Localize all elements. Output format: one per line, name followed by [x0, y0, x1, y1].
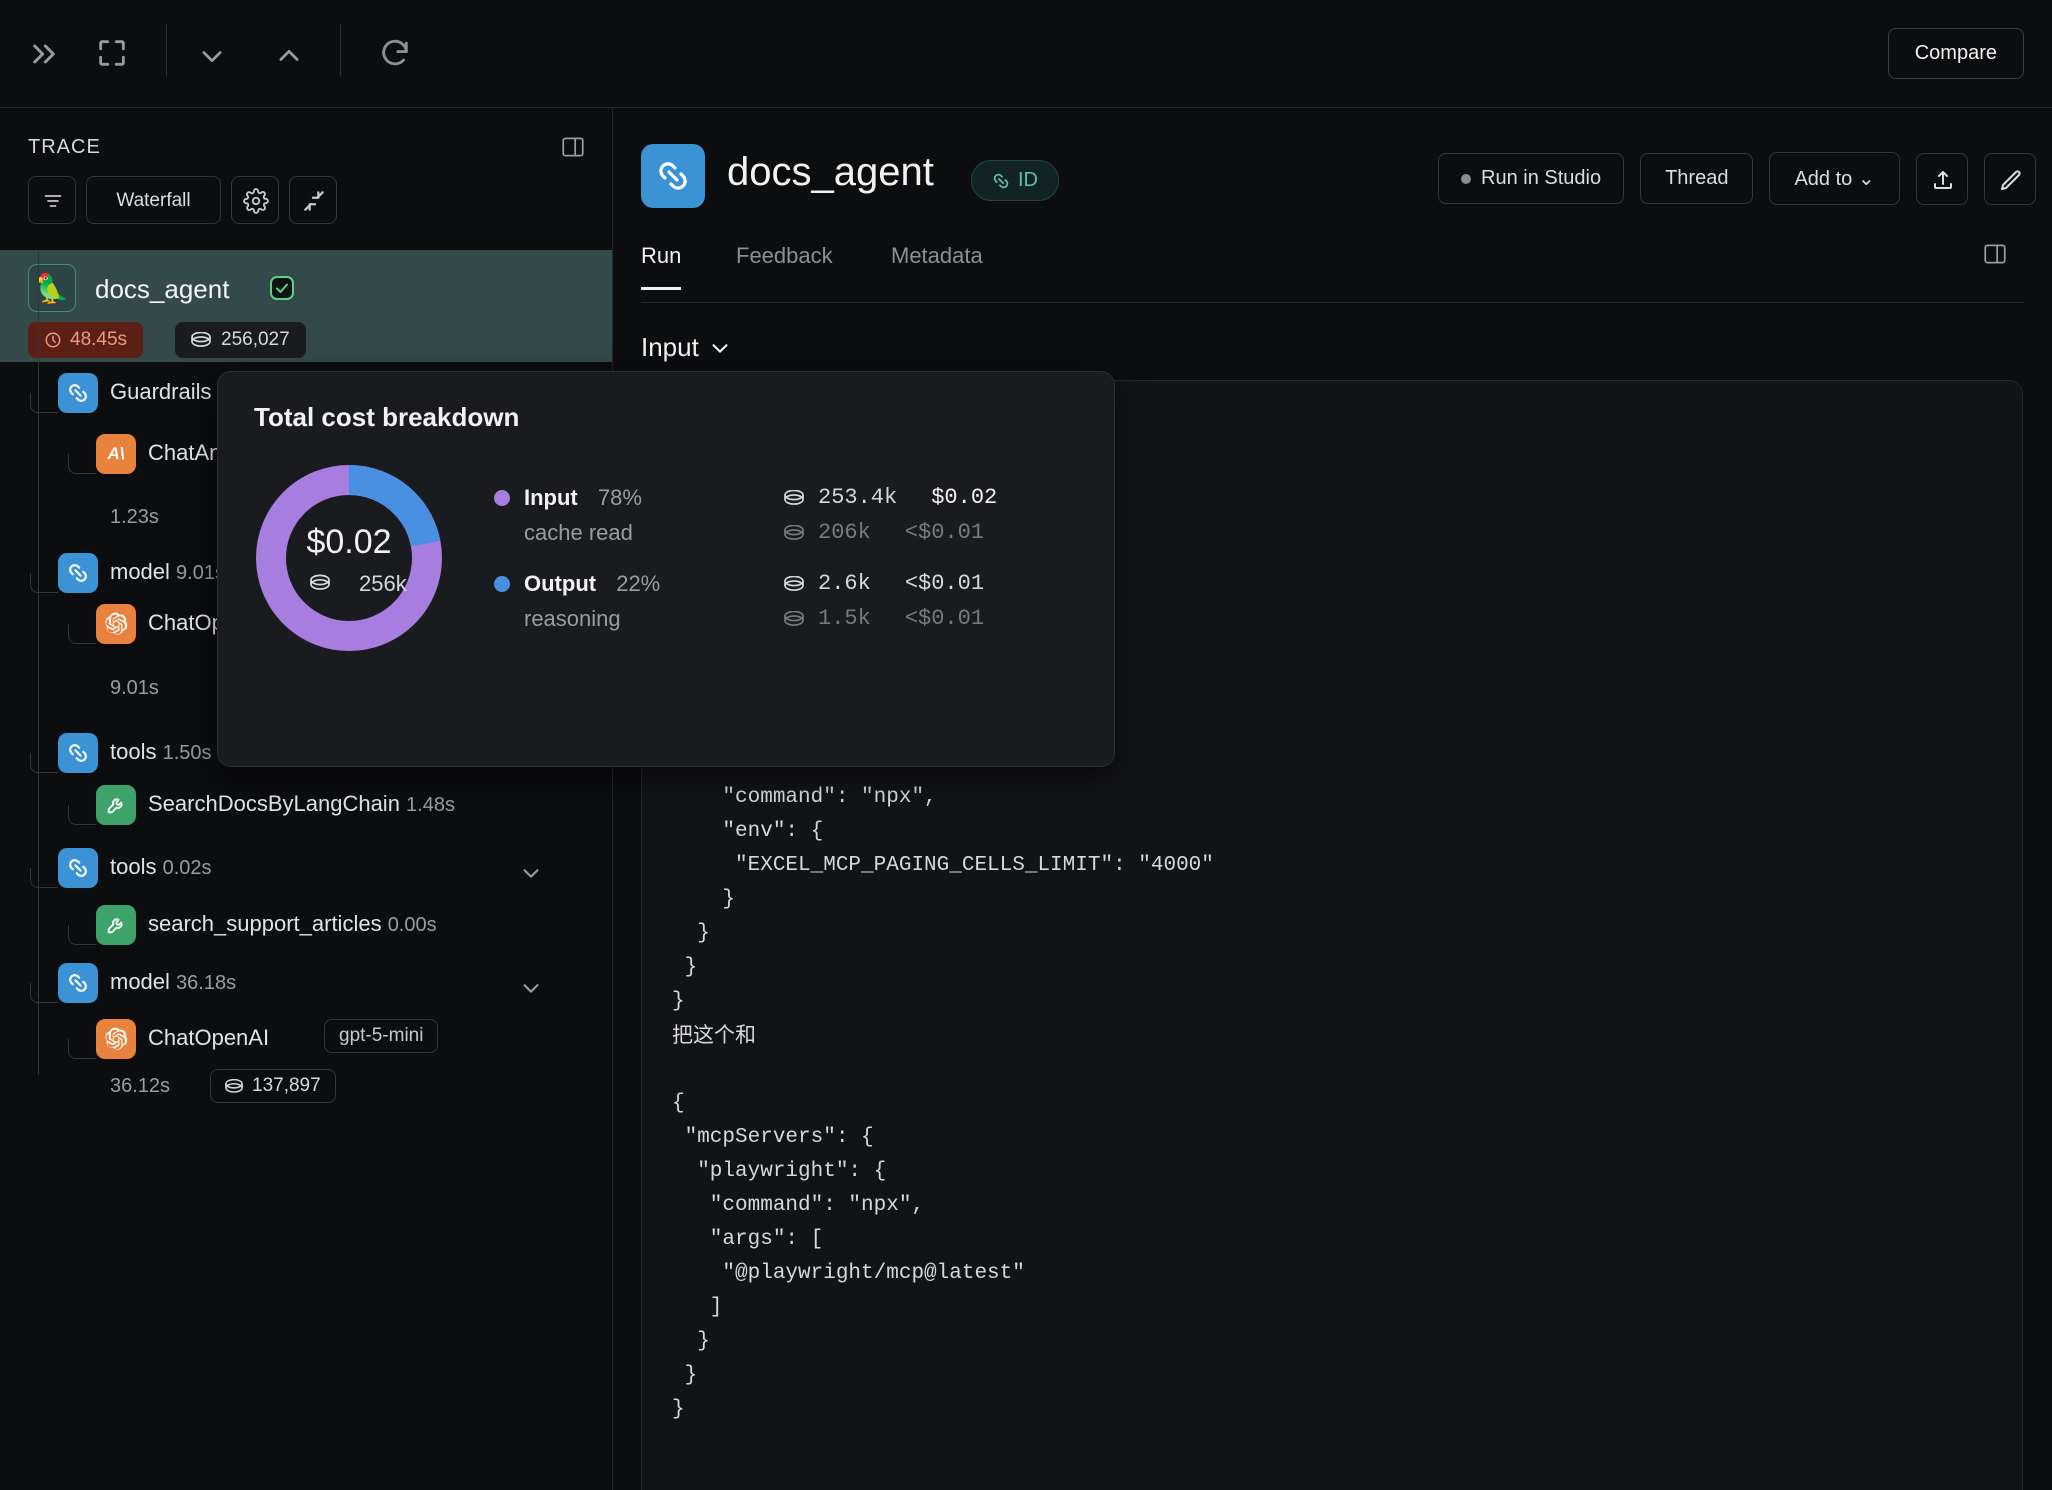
svg-text:256k: 256k [359, 571, 408, 596]
svg-text:$0.02: $0.02 [306, 523, 391, 561]
